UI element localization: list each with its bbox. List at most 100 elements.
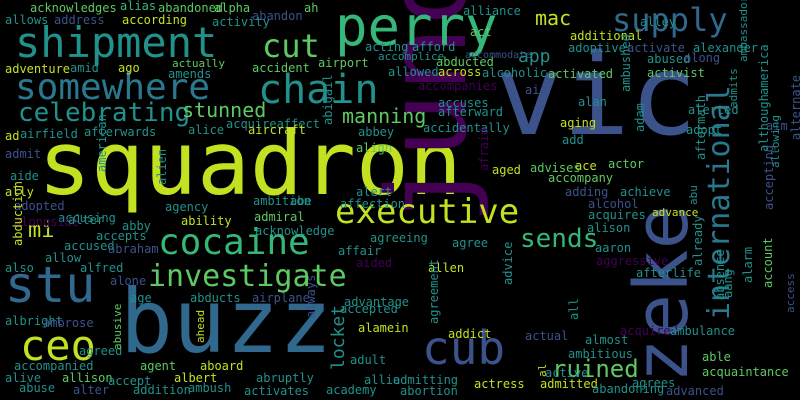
cloud-word: abandoning [592, 382, 665, 396]
cloud-word: ability [181, 214, 232, 228]
cloud-word: alerted [688, 103, 739, 117]
cloud-word: addition [133, 383, 191, 397]
cloud-word: ambrose [43, 316, 94, 330]
cloud-word: agreement [427, 258, 441, 324]
cloud-word: advantage [344, 295, 410, 309]
cloud-word: afterward [438, 105, 504, 119]
cloud-word: chain [258, 67, 379, 113]
cloud-word: ah [304, 1, 319, 15]
cloud-word: investigate [148, 259, 347, 294]
cloud-word: accompanies [418, 79, 498, 93]
cloud-word: alias [120, 0, 157, 13]
cloud-word: accidentally [423, 121, 510, 135]
cloud-word: alive [5, 371, 42, 385]
cloud-word: accepted [340, 302, 398, 316]
cloud-word: alfred [80, 261, 124, 275]
cloud-word: actually [172, 57, 225, 70]
cloud-word: actor [608, 157, 645, 171]
cloud-word: academy [326, 383, 377, 397]
cloud-word: abby [122, 219, 151, 233]
cloud-word: alison [587, 221, 631, 235]
cloud-word: somewhere [15, 67, 211, 108]
cloud-word: buzz [120, 270, 332, 373]
cloud-word: acknowledges [30, 1, 117, 15]
cloud-word: across [438, 65, 482, 79]
cloud-word: aged [492, 163, 521, 177]
cloud-word: ally [5, 185, 34, 199]
cloud-word: vic [495, 31, 698, 161]
cloud-word: adopt [686, 123, 723, 137]
cloud-word: actual [525, 329, 569, 343]
cloud-word: admit [5, 147, 42, 161]
cloud-word: able [702, 350, 731, 364]
cloud-word: executive [335, 192, 520, 232]
cloud-word: squadron [38, 112, 462, 215]
cloud-word: allowed [388, 65, 439, 79]
cloud-word: alliance [463, 4, 521, 18]
cloud-word: activity [212, 15, 270, 29]
cloud-word: afford [412, 40, 456, 54]
cloud-word: abducts [190, 291, 241, 305]
cloud-word: aggressive [596, 254, 669, 268]
cloud-word: ruined [552, 355, 639, 383]
cloud-word: amends [168, 67, 212, 81]
cloud-word: agree [452, 236, 489, 250]
cloud-word: allie [364, 373, 401, 387]
cloud-word: adult [350, 353, 387, 367]
cloud-word: alcohol [588, 197, 639, 211]
cloud-word: accepts [96, 229, 147, 243]
cloud-word: allowing [769, 115, 782, 168]
cloud-word: acquired [620, 324, 678, 338]
cloud-word: affection [340, 197, 406, 211]
cloud-word: adam [633, 103, 647, 132]
cloud-word: aide [10, 169, 39, 183]
cloud-word: agent [140, 359, 177, 373]
cloud-word: abortion [400, 384, 458, 398]
cloud-word: advice [501, 241, 515, 285]
cloud-word: ambition [253, 194, 311, 208]
cloud-word: sends [520, 224, 599, 254]
cloud-word: abigail [321, 74, 335, 125]
cloud-word: acting [365, 40, 409, 54]
cloud-word: acquires [588, 208, 646, 222]
cloud-word: aim [766, 119, 788, 133]
cloud-word: ambassador [737, 0, 750, 62]
cloud-word: active [545, 366, 589, 380]
cloud-word: achieve [620, 185, 671, 199]
cloud-word: acknowledge [255, 224, 335, 238]
cloud-word: alarm [741, 246, 755, 283]
cloud-word: perry [335, 0, 498, 58]
cloud-word: aaron [595, 241, 632, 255]
cloud-word: cocaine [158, 222, 310, 263]
cloud-word: address [54, 13, 105, 27]
cloud-word: activated [548, 67, 614, 81]
cloud-word: allen [428, 261, 465, 275]
cloud-word: alter [68, 213, 105, 227]
cloud-word: alpha [214, 1, 251, 15]
cloud-word: acquireaffect [226, 117, 320, 131]
cloud-word: abu [687, 185, 700, 205]
cloud-word: ago [118, 61, 140, 75]
cloud-word: abandoned [158, 1, 224, 15]
cloud-word: aircraft [248, 123, 306, 137]
cloud-word: abuse [19, 381, 56, 395]
cloud-word: afterlife [636, 266, 702, 280]
cloud-word: absence [713, 249, 727, 300]
cloud-word: add [562, 133, 584, 147]
cloud-word: alan [578, 95, 607, 109]
cloud-word: alice [188, 123, 225, 137]
cloud-word: abused [647, 52, 691, 66]
cloud-word: admitting [393, 373, 459, 387]
cloud-word: celebrating [18, 98, 191, 128]
cloud-word: alcoholic [482, 66, 548, 80]
cloud-word: albright [5, 314, 63, 328]
cloud-word: accused [64, 239, 115, 253]
cloud-word: advises [530, 161, 581, 175]
cloud-word: along [684, 51, 721, 65]
cloud-word: alamein [358, 321, 409, 335]
cloud-word: mi [28, 218, 55, 243]
cloud-word: account [761, 237, 775, 288]
cloud-word: already [691, 215, 705, 266]
cloud-word: aftermath [694, 94, 708, 160]
